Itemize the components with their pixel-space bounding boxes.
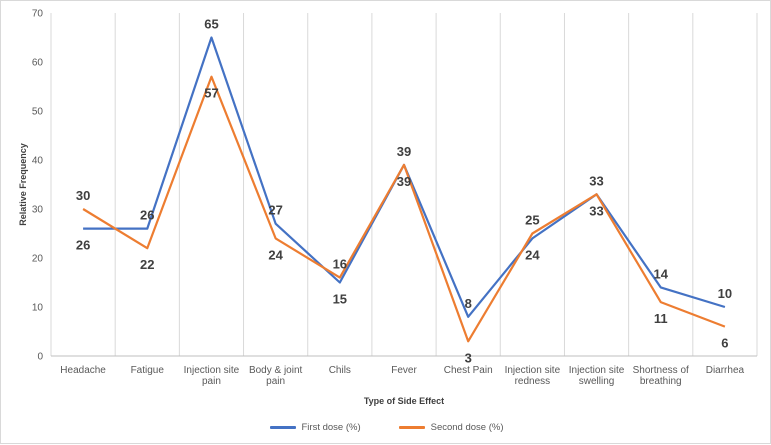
y-tick-label: 20 <box>32 254 44 265</box>
x-tick-label: redness <box>515 376 551 387</box>
data-label-second-dose: 11 <box>654 311 668 326</box>
x-tick-label: Shortness of <box>633 365 689 376</box>
data-label-first-dose: 24 <box>525 247 540 262</box>
y-tick-label: 40 <box>32 156 44 167</box>
x-tick-label: Injection site <box>505 365 561 376</box>
series-line-second-dose <box>82 75 726 343</box>
data-label-first-dose: 27 <box>268 203 282 218</box>
data-label-second-dose: 6 <box>721 336 728 351</box>
data-label-first-dose: 8 <box>465 296 472 311</box>
data-label-first-dose: 33 <box>589 173 603 188</box>
y-tick-label: 50 <box>32 107 44 118</box>
x-tick-label: Injection site <box>569 365 625 376</box>
legend-item-second-dose: Second dose (%) <box>398 421 504 433</box>
x-tick-label: pain <box>266 376 285 387</box>
y-tick-label: 70 <box>32 9 44 20</box>
legend-item-first-dose: First dose (%) <box>269 421 361 433</box>
data-label-first-dose: 10 <box>718 286 732 301</box>
x-tick-label: Diarrhea <box>706 365 745 376</box>
data-label-second-dose: 57 <box>204 86 218 101</box>
x-axis-title: Type of Side Effect <box>364 396 444 406</box>
data-label-first-dose: 39 <box>397 144 411 159</box>
data-label-second-dose: 30 <box>76 188 90 203</box>
data-label-second-dose: 33 <box>589 203 603 218</box>
y-tick-label: 10 <box>32 303 44 314</box>
data-label-second-dose: 22 <box>140 257 154 272</box>
x-tick-label: pain <box>202 376 221 387</box>
y-tick-label: 30 <box>32 205 44 216</box>
legend-label-second-dose: Second dose (%) <box>430 421 504 433</box>
data-label-second-dose: 25 <box>525 213 539 228</box>
x-tick-label: Fatigue <box>131 365 165 376</box>
legend-label-first-dose: First dose (%) <box>301 421 361 433</box>
data-label-first-dose: 26 <box>76 238 90 253</box>
data-label-second-dose: 16 <box>333 257 347 272</box>
x-tick-label: breathing <box>640 376 682 387</box>
x-tick-label: Chest Pain <box>444 365 493 376</box>
legend: First dose (%) Second dose (%) <box>1 419 771 435</box>
y-axis-title: Relative Frequency <box>18 143 28 226</box>
data-label-second-dose: 24 <box>268 247 283 262</box>
data-label-first-dose: 65 <box>204 17 218 32</box>
y-tick-label: 60 <box>32 58 44 69</box>
legend-swatch-second-dose <box>398 425 425 429</box>
y-tick-label: 0 <box>37 352 43 363</box>
x-tick-label: Chils <box>329 365 351 376</box>
x-tick-label: Injection site <box>184 365 240 376</box>
x-tick-label: swelling <box>579 376 615 387</box>
data-label-first-dose: 26 <box>140 208 154 223</box>
x-tick-label: Fever <box>391 365 417 376</box>
x-tick-label: Headache <box>60 365 106 376</box>
data-label-first-dose: 14 <box>653 266 668 281</box>
x-tick-label: Body & joint <box>249 365 303 376</box>
data-label-second-dose: 3 <box>465 350 472 365</box>
data-label-first-dose: 15 <box>333 292 347 307</box>
legend-swatch-first-dose <box>269 425 296 429</box>
data-label-second-dose: 39 <box>397 174 411 189</box>
